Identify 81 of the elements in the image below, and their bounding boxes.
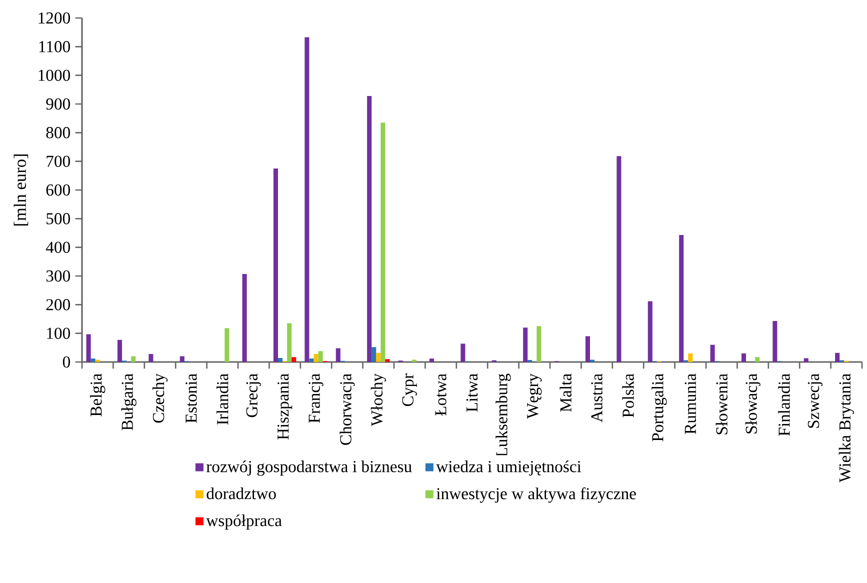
bar [755, 357, 760, 362]
bar [148, 354, 154, 362]
bar [367, 96, 372, 362]
bar [741, 353, 746, 362]
bar [679, 235, 684, 362]
x-tick-label: Rumunia [684, 374, 696, 434]
x-tick-label: Słowenia [716, 374, 728, 434]
x-tick-label: Słowacja [745, 374, 760, 434]
x-tick-label: Bułgaria [121, 374, 136, 430]
bar [376, 352, 381, 362]
x-tick-label: Finlandia [778, 374, 790, 436]
x-tick-label: Węgry [527, 373, 542, 419]
bar [131, 356, 136, 362]
legend-label: wiedza i umiejętności [436, 460, 582, 476]
bar [835, 352, 840, 362]
x-tick-label: Cypr [402, 374, 417, 406]
legend-label: rozwój gospodarstwa i biznesu [206, 460, 412, 476]
x-tick-label: Chorwacja [340, 374, 355, 445]
x-tick-label: Belgia [90, 374, 106, 416]
bar [648, 301, 652, 362]
x-tick-label: Czechy [152, 373, 168, 423]
x-tick-label: Polska [622, 374, 634, 418]
y-tick-label: 800 [46, 127, 70, 138]
x-tick-label: Hiszpania [278, 374, 292, 440]
y-tick-label: 500 [46, 213, 70, 224]
y-tick-label: 700 [46, 156, 70, 167]
y-tick-label: 200 [46, 299, 70, 310]
x-tick-label: Austria [591, 374, 602, 422]
y-tick-label: 300 [46, 270, 70, 282]
bar [224, 328, 230, 362]
y-tick-label: 1100 [39, 41, 70, 52]
bar [688, 353, 693, 362]
bar [336, 348, 340, 362]
bar [804, 358, 808, 362]
y-tick-label: 100 [47, 328, 70, 339]
bar [292, 357, 296, 362]
bar [536, 326, 542, 362]
bar [278, 358, 283, 362]
bar [380, 122, 386, 362]
y-tick-label: 600 [46, 184, 70, 196]
x-tick-label: Szwecja [808, 374, 823, 428]
legend-label: współpraca [206, 514, 282, 530]
bar [772, 321, 778, 362]
y-tick-label: 400 [46, 242, 70, 253]
y-tick-label: 0 [62, 356, 70, 368]
x-tick-label: Portugalia [652, 374, 667, 442]
bar [287, 323, 292, 362]
bar [90, 358, 96, 362]
bar [710, 344, 715, 362]
bar [372, 347, 376, 362]
x-tick-label: Grecja [246, 374, 261, 418]
y-tick-label: 900 [46, 98, 70, 110]
y-tick-label: 1000 [38, 70, 70, 81]
bar [429, 358, 434, 362]
x-tick-label: Włochy [370, 373, 386, 426]
bar [304, 37, 310, 362]
y-axis-title: [mln euro] [14, 154, 28, 226]
bar [180, 356, 184, 362]
bar [117, 340, 122, 362]
bar [585, 336, 590, 362]
x-tick-label: Luksemburg [496, 374, 511, 457]
bar [242, 274, 247, 362]
bar [385, 359, 390, 362]
bar [318, 351, 323, 362]
x-tick-label: Łotwa [435, 374, 446, 416]
x-tick-label: Francja [308, 374, 324, 423]
bar [309, 358, 314, 362]
x-tick-label: Wielka Brytania [838, 374, 854, 482]
legend-label: inwestycje w aktywa fizyczne [436, 487, 636, 503]
x-tick-label: Malta [560, 374, 572, 412]
x-tick-label: Estonia [186, 374, 197, 423]
y-tick-label: 1200 [38, 12, 70, 24]
bar [86, 334, 91, 362]
bar [460, 344, 466, 362]
bar [314, 354, 318, 362]
bar [273, 168, 278, 362]
legend-label: doradztwo [206, 487, 276, 500]
x-tick-label: Litwa [466, 374, 478, 412]
x-tick-label: Irlandia [216, 374, 228, 425]
bar [616, 156, 622, 362]
bar [523, 328, 528, 362]
